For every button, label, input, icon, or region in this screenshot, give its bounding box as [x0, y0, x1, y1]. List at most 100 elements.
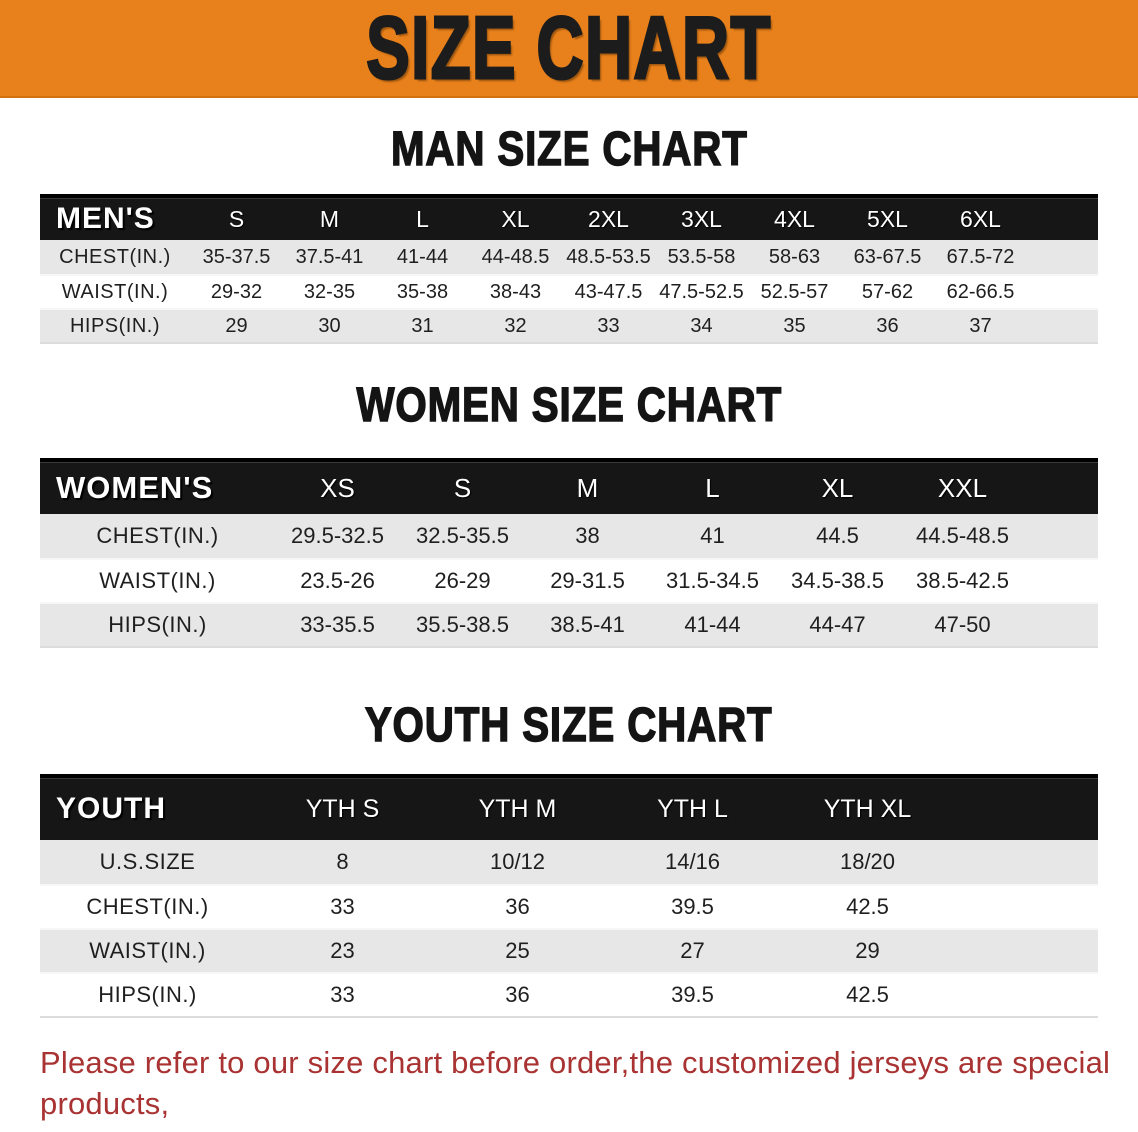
size-cell: 29-31.5: [550, 568, 625, 593]
size-column-header: S: [453, 472, 472, 503]
footer-note: Please refer to our size chart before or…: [40, 1042, 1118, 1132]
size-cell: 10/12: [489, 849, 546, 874]
youth-table-header-row: YOUTH YTH S YTH M YTH L YTH XL: [40, 774, 1098, 840]
size-cell: 44.5: [816, 523, 859, 548]
size-cell: 41: [700, 523, 725, 548]
men-table-header-label: MEN'S: [56, 202, 155, 235]
size-cell: 36: [876, 314, 899, 337]
size-column-header: 2XL: [588, 205, 629, 232]
size-column-header: L: [705, 472, 720, 503]
size-cell: 34.5-38.5: [791, 568, 884, 593]
size-cell: 30: [318, 314, 341, 337]
women-section: WOMEN SIZE CHART WOMEN'S XS S M L XL XXL CHES…: [0, 379, 1138, 648]
size-cell: 53.5-58: [667, 245, 736, 268]
youth-table-header-label: YOUTH: [56, 792, 166, 825]
youth-size-table: YOUTH YTH S YTH M YTH L YTH XL U.S.SIZE 8 10/…: [40, 774, 1098, 1018]
youth-section: YOUTH SIZE CHART YOUTH YTH S YTH M YTH L YT…: [0, 699, 1138, 1018]
row-label: WAIST(IN.): [61, 280, 169, 303]
size-cell: 67.5-72: [946, 245, 1015, 268]
size-cell: 62-66.5: [946, 280, 1015, 303]
size-column-header: YTH L: [657, 794, 728, 823]
size-cell: 48.5-53.5: [566, 245, 651, 268]
size-cell: 23: [330, 938, 355, 963]
table-row: HIPS(IN.) 29 30 31 32 33 34 35 36 37: [40, 308, 1098, 342]
women-section-title-text: WOMEN SIZE CHART: [356, 379, 782, 432]
youth-section-title: YOUTH SIZE CHART: [0, 699, 1138, 752]
size-column-header: S: [228, 205, 245, 232]
footer-note-line-2: we don't accept cancel, change, teturn o…: [40, 1124, 1118, 1132]
size-cell: 35: [783, 314, 806, 337]
size-column-header: L: [416, 205, 429, 232]
row-label: WAIST(IN.): [99, 568, 216, 593]
size-cell: 29-32: [210, 280, 263, 303]
size-cell: 41-44: [396, 245, 449, 268]
row-label: HIPS(IN.): [69, 314, 161, 337]
size-column-header: YTH M: [478, 794, 557, 823]
women-table-header-label: WOMEN'S: [56, 470, 214, 505]
size-cell: 23.5-26: [300, 568, 375, 593]
size-cell: 32: [504, 314, 527, 337]
banner-title: SIZE CHART: [365, 0, 772, 97]
size-column-header: M: [319, 205, 340, 232]
row-label: CHEST(IN.): [86, 894, 209, 919]
size-column-header: XXL: [937, 472, 988, 503]
size-cell: 36: [505, 894, 530, 919]
size-cell: 38: [575, 523, 600, 548]
table-row: WAIST(IN.) 23.5-26 26-29 29-31.5 31.5-34.5 34…: [40, 558, 1098, 602]
size-cell: 14/16: [664, 849, 721, 874]
size-cell: 37.5-41: [295, 245, 364, 268]
size-cell: 35.5-38.5: [416, 612, 509, 637]
size-cell: 36: [505, 982, 530, 1007]
men-section-title: MAN SIZE CHART: [0, 125, 1138, 175]
size-cell: 33-35.5: [300, 612, 375, 637]
men-table-header-row: MEN'S S M L XL 2XL 3XL 4XL 5XL 6XL: [40, 194, 1098, 240]
size-column-header: M: [576, 472, 599, 503]
size-cell: 44.5-48.5: [916, 523, 1009, 548]
table-row: HIPS(IN.) 33-35.5 35.5-38.5 38.5-41 41-44 44-…: [40, 602, 1098, 646]
size-cell: 18/20: [839, 849, 896, 874]
size-column-header: 6XL: [960, 205, 1001, 232]
size-column-header: XS: [320, 472, 355, 503]
men-section: MAN SIZE CHART MEN'S S M L XL 2XL 3XL 4XL 5XL 6X…: [0, 125, 1138, 344]
table-row: CHEST(IN.) 29.5-32.5 32.5-35.5 38 41 44.5 44.5…: [40, 514, 1098, 558]
table-row: CHEST(IN.) 35-37.5 37.5-41 41-44 44-48.5 48.5…: [40, 240, 1098, 274]
size-cell: 29: [225, 314, 248, 337]
size-cell: 32.5-35.5: [416, 523, 509, 548]
size-cell: 44-48.5: [481, 245, 550, 268]
men-size-table: MEN'S S M L XL 2XL 3XL 4XL 5XL 6XL CHEST(IN.) 35-…: [40, 194, 1098, 344]
size-cell: 26-29: [434, 568, 491, 593]
table-row: HIPS(IN.) 33 36 39.5 42.5: [40, 972, 1098, 1016]
size-cell: 63-67.5: [853, 245, 922, 268]
women-section-title: WOMEN SIZE CHART: [0, 379, 1138, 432]
size-cell: 43-47.5: [574, 280, 643, 303]
size-column-header: 5XL: [867, 205, 908, 232]
size-cell: 57-62: [861, 280, 914, 303]
row-label: CHEST(IN.): [96, 523, 219, 548]
size-cell: 41-44: [684, 612, 741, 637]
youth-section-title-text: YOUTH SIZE CHART: [365, 699, 773, 752]
table-row: CHEST(IN.) 33 36 39.5 42.5: [40, 884, 1098, 928]
table-row: WAIST(IN.) 29-32 32-35 35-38 38-43 43-47.5 47.…: [40, 274, 1098, 308]
size-cell: 8: [336, 849, 349, 874]
size-cell: 35-37.5: [202, 245, 271, 268]
row-label: WAIST(IN.): [89, 938, 206, 963]
size-cell: 33: [330, 982, 355, 1007]
size-cell: 33: [330, 894, 355, 919]
size-cell: 58-63: [768, 245, 821, 268]
size-cell: 31.5-34.5: [666, 568, 759, 593]
size-cell: 39.5: [671, 982, 714, 1007]
size-cell: 47-50: [934, 612, 991, 637]
row-label: CHEST(IN.): [59, 245, 171, 268]
size-cell: 44-47: [809, 612, 866, 637]
size-cell: 33: [597, 314, 620, 337]
size-cell: 25: [505, 938, 530, 963]
women-table-header-row: WOMEN'S XS S M L XL XXL: [40, 458, 1098, 514]
table-row: WAIST(IN.) 23 25 27 29: [40, 928, 1098, 972]
row-label: U.S.SIZE: [99, 849, 196, 874]
size-column-header: 4XL: [774, 205, 815, 232]
size-column-header: YTH XL: [823, 794, 912, 823]
size-cell: 39.5: [671, 894, 714, 919]
banner: SIZE CHART: [0, 0, 1138, 98]
size-cell: 38.5-42.5: [916, 568, 1009, 593]
